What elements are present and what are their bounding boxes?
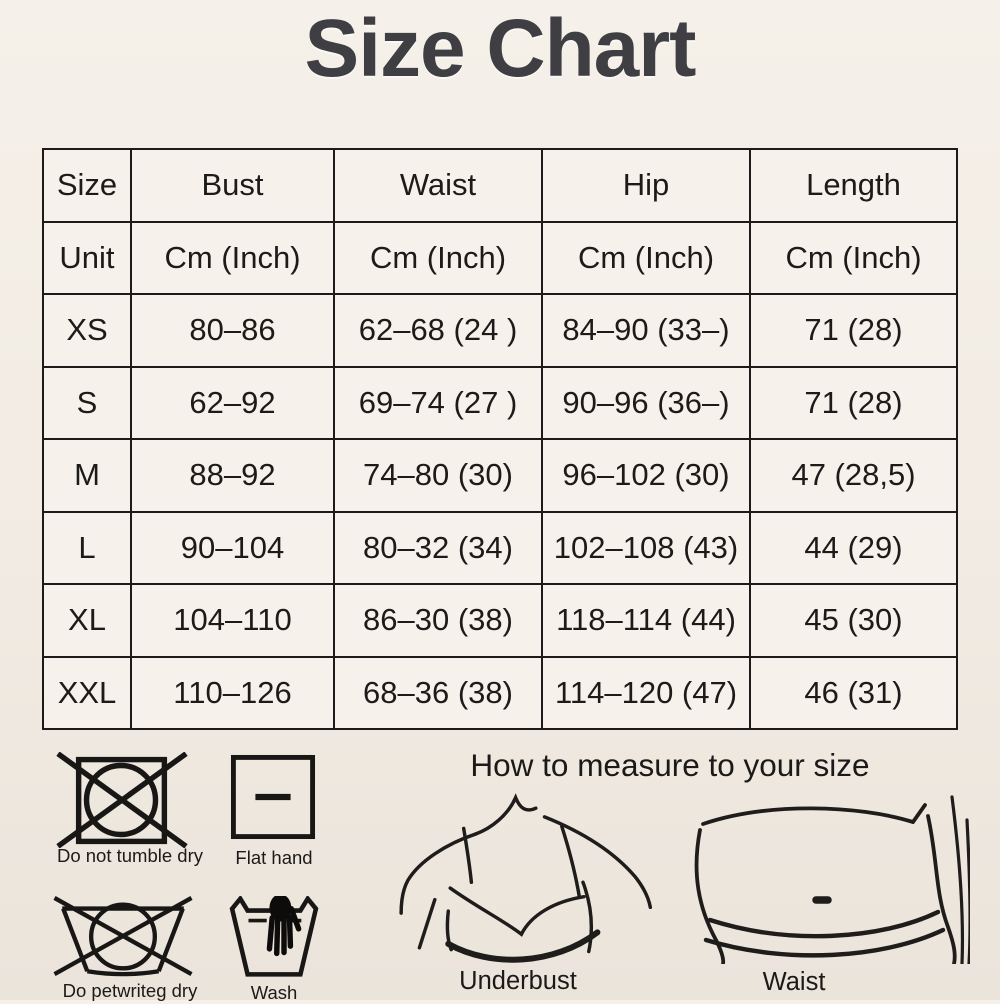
- size-cell: M: [42, 438, 132, 513]
- size-cell: S: [42, 365, 132, 440]
- hip-cell: 96–102 (30): [541, 438, 751, 513]
- bust-cell: 88–92: [130, 438, 335, 513]
- length-cell: 47 (28,5): [749, 438, 958, 513]
- column-header-waist: Waist: [333, 148, 543, 223]
- do-not-tumble-dry-label: Do not tumble dry: [56, 845, 203, 866]
- hip-cell: 90–96 (36–): [541, 365, 751, 440]
- waist-cell: 86–30 (38): [333, 583, 543, 658]
- waist-cell: 69–74 (27 ): [333, 365, 543, 440]
- unit-cell: Cm (Inch): [333, 220, 543, 295]
- waist-cell: 80–32 (34): [333, 510, 543, 585]
- hand-wash-icon: [226, 896, 322, 978]
- table-row-s: S 62–92 69–74 (27 ) 90–96 (36–) 71 (28): [42, 365, 958, 440]
- column-header-bust: Bust: [130, 148, 335, 223]
- hip-cell: 84–90 (33–): [541, 293, 751, 368]
- underbust-label: Underbust: [459, 967, 577, 995]
- size-table-container: Size Bust Waist Hip Length Unit Cm (Inch…: [42, 148, 958, 730]
- bust-cell: 104–110: [130, 583, 335, 658]
- bust-cell: 90–104: [130, 510, 335, 585]
- measure-guide-title: How to measure to your size: [470, 747, 870, 783]
- underbust-figure-illustration: [392, 788, 697, 966]
- do-not-wring-label: Do petwriteg dry: [62, 980, 198, 1001]
- do-not-wring-icon: [50, 896, 196, 978]
- column-header-hip: Hip: [541, 148, 751, 223]
- size-cell: XXL: [42, 655, 132, 730]
- length-cell: 71 (28): [749, 293, 958, 368]
- table-row-xs: XS 80–86 62–68 (24 ) 84–90 (33–) 71 (28): [42, 293, 958, 368]
- unit-cell: Cm (Inch): [749, 220, 958, 295]
- waist-label: Waist: [762, 968, 826, 996]
- unit-cell: Cm (Inch): [541, 220, 751, 295]
- waist-cell: 68–36 (38): [333, 655, 543, 730]
- page-title: Size Chart: [304, 3, 697, 94]
- bust-cell: 62–92: [130, 365, 335, 440]
- size-cell: L: [42, 510, 132, 585]
- length-cell: 45 (30): [749, 583, 958, 658]
- bust-cell: 110–126: [130, 655, 335, 730]
- table-row-xl: XL 104–110 86–30 (38) 118–114 (44) 45 (3…: [42, 583, 958, 658]
- waist-cell: 62–68 (24 ): [333, 293, 543, 368]
- bust-cell: 80–86: [130, 293, 335, 368]
- flat-hand-dry-icon: [230, 754, 316, 840]
- hip-cell: 114–120 (47): [541, 655, 751, 730]
- hip-cell: 102–108 (43): [541, 510, 751, 585]
- length-cell: 71 (28): [749, 365, 958, 440]
- length-cell: 44 (29): [749, 510, 958, 585]
- unit-row-label: Unit: [42, 220, 132, 295]
- size-cell: XS: [42, 293, 132, 368]
- size-cell: XL: [42, 583, 132, 658]
- flat-hand-label: Flat hand: [235, 847, 313, 868]
- unit-cell: Cm (Inch): [130, 220, 335, 295]
- waist-figure-illustration: [688, 792, 970, 964]
- table-row-l: L 90–104 80–32 (34) 102–108 (43) 44 (29): [42, 510, 958, 585]
- waist-cell: 74–80 (30): [333, 438, 543, 513]
- do-not-tumble-dry-icon: [54, 752, 190, 848]
- table-row-xxl: XXL 110–126 68–36 (38) 114–120 (47) 46 (…: [42, 655, 958, 730]
- unit-row: Unit Cm (Inch) Cm (Inch) Cm (Inch) Cm (I…: [42, 220, 958, 295]
- hip-cell: 118–114 (44): [541, 583, 751, 658]
- table-header-row: Size Bust Waist Hip Length: [42, 148, 958, 223]
- length-cell: 46 (31): [749, 655, 958, 730]
- table-row-m: M 88–92 74–80 (30) 96–102 (30) 47 (28,5): [42, 438, 958, 513]
- column-header-length: Length: [749, 148, 958, 223]
- column-header-size: Size: [42, 148, 132, 223]
- hand-wash-label: Wash: [250, 982, 298, 1003]
- size-table: Size Bust Waist Hip Length Unit Cm (Inch…: [42, 148, 958, 730]
